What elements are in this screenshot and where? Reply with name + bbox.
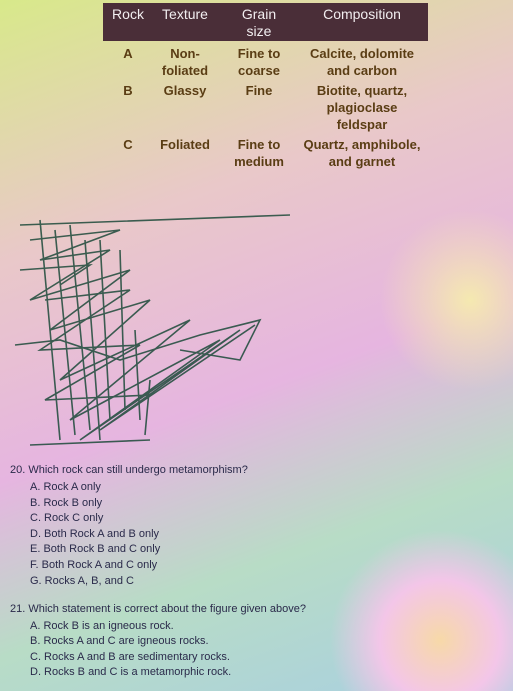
answer-option: A. Rock B is an igneous rock. <box>30 620 174 632</box>
table-cell: Fine to medium <box>234 137 284 169</box>
table-cell: Fine <box>245 83 273 98</box>
table-header: Composition <box>323 6 401 22</box>
answer-option: C. Rock C only <box>30 512 104 525</box>
answer-option: E. Both Rock B and C only <box>30 543 161 556</box>
answer-option: D. Both Rock A and B only <box>30 527 160 540</box>
answer-option: G. Rocks A, B, and C <box>30 574 134 587</box>
table-header: Texture <box>162 6 208 22</box>
table-cell: Calcite, dolomite and carbon <box>309 46 415 78</box>
table-cell: Glassy <box>163 83 207 98</box>
table-cell: B <box>123 83 133 98</box>
table-cell: C <box>123 137 133 152</box>
answer-option: B. Rock B only <box>30 496 103 509</box>
table-header-band <box>103 3 428 41</box>
answer-option: B. Rocks A and C are igneous rocks. <box>30 635 209 648</box>
answer-option: A. Rock A only <box>30 481 101 493</box>
table-header: Rock <box>112 6 144 22</box>
table-cell: Foliated <box>160 137 210 152</box>
answer-option: F. Both Rock A and C only <box>30 559 158 571</box>
table-header: Grain size <box>241 6 277 39</box>
question-stem: 21. Which statement is correct about the… <box>10 603 306 615</box>
answer-option: D. Rocks B and C is a metamorphic rock. <box>30 665 232 678</box>
table-cell: Quartz, amphibole, and garnet <box>303 137 421 169</box>
table-cell: Non-foliated <box>161 46 209 78</box>
answer-option: C. Rocks A and B are sedimentary rocks. <box>30 650 230 663</box>
question-stem: 20. Which rock can still undergo metamor… <box>10 464 248 476</box>
table-cell: Biotite, quartz, plagioclase feldspar <box>316 83 408 132</box>
table-cell: Fine to coarse <box>237 46 281 78</box>
table-cell: A <box>123 46 133 61</box>
